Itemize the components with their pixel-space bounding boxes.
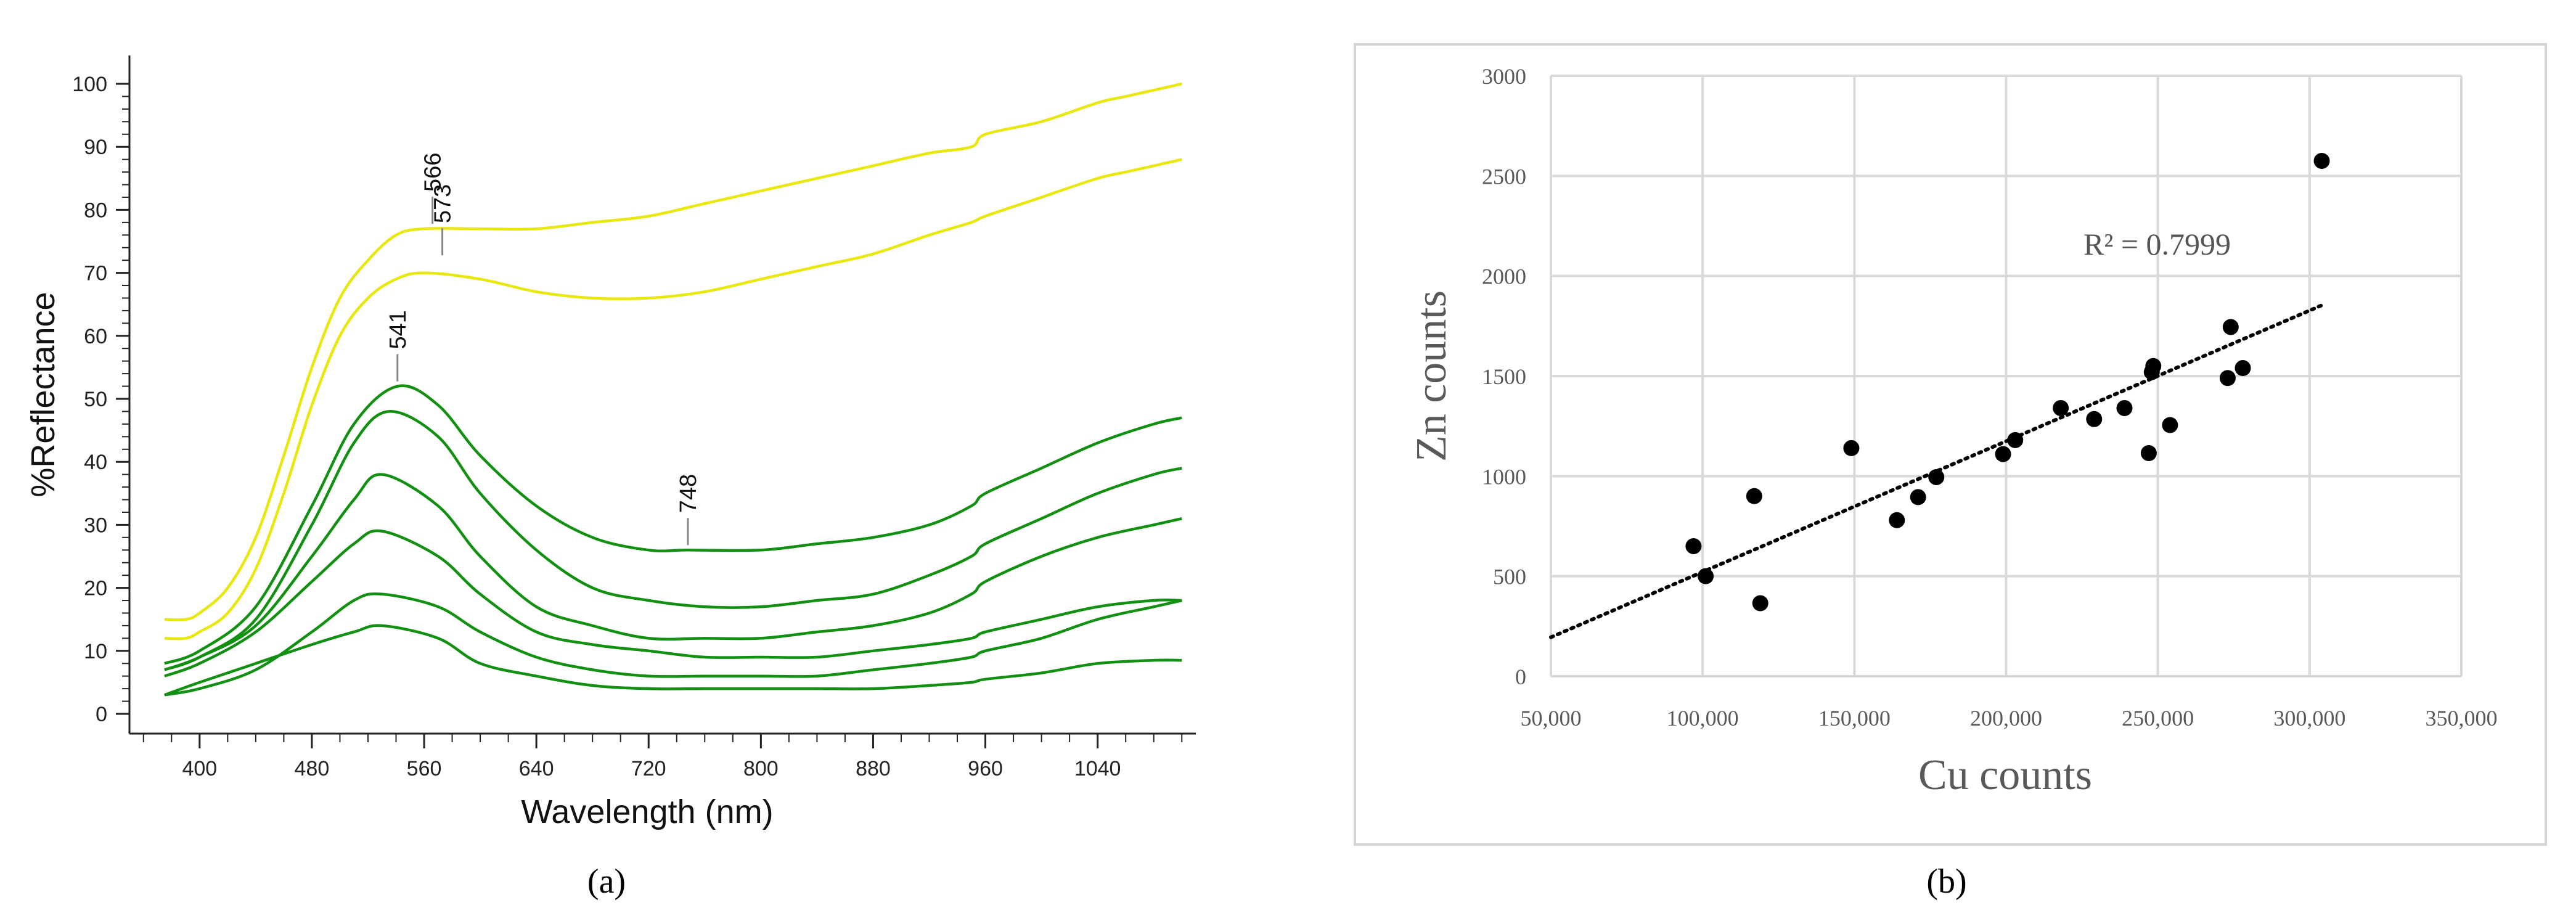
data-point	[1752, 595, 1768, 612]
r-squared-annotation: R² = 0.7999	[2083, 227, 2231, 261]
peak-annotation-label: 573	[430, 184, 456, 223]
panel-label-b: (b)	[1926, 862, 1966, 901]
data-point	[2053, 399, 2069, 416]
y-tick-label: 80	[84, 199, 107, 222]
reflectance-x-axis-label: Wavelength (nm)	[521, 793, 773, 830]
reflectance-series	[164, 82, 1182, 697]
y-tick-label: 0	[96, 703, 107, 726]
chart-frame	[1354, 43, 2547, 846]
y-tick-label: 0	[1515, 665, 1526, 689]
data-point	[2140, 444, 2157, 461]
data-point	[2116, 399, 2133, 416]
peak-annotation-label: 541	[385, 310, 411, 349]
data-point	[1995, 446, 2011, 462]
y-tick-label: 1500	[1482, 364, 1526, 389]
y-tick-label: 100	[72, 73, 107, 96]
x-tick-label: 400	[182, 757, 217, 780]
data-point	[1685, 538, 1702, 554]
x-tick-label: 960	[968, 757, 1003, 780]
x-tick-label: 50,000	[1521, 706, 1582, 731]
y-tick-label: 30	[84, 514, 107, 537]
reflectance-series-line	[164, 529, 1182, 677]
reflectance-series-line	[164, 410, 1182, 671]
data-point	[1843, 440, 1860, 456]
reflectance-series-line	[164, 592, 1182, 697]
scatter-x-axis-label: Cu counts	[1918, 751, 2092, 799]
reflectance-axes	[128, 55, 1196, 735]
data-point	[1910, 489, 1926, 506]
x-tick-label: 1040	[1074, 757, 1121, 780]
y-tick-label: 2500	[1482, 164, 1526, 189]
x-tick-label: 150,000	[1818, 706, 1891, 731]
reflectance-ticks: 400 480 560 640 720 800 880 960 1040 0 10 20 30 40 50 6…	[72, 73, 1183, 780]
scatter-ticks: 0 500 1000 1500 2000 2500 3000 50,000 100,000 150…	[1482, 64, 2498, 731]
reflectance-series-line	[164, 158, 1182, 641]
data-point	[2235, 360, 2251, 377]
x-tick-label: 350,000	[2426, 706, 2498, 731]
scatter-points	[1685, 152, 2330, 612]
reflectance-series-line	[164, 384, 1182, 665]
y-tick-label: 50	[84, 388, 107, 411]
data-point	[2145, 358, 2162, 374]
x-tick-label: 200,000	[1970, 706, 2042, 731]
reflectance-chart: 400 480 560 640 720 800 880 960 1040 0 10 20 30 40 50 6…	[25, 55, 1196, 830]
y-tick-label: 90	[84, 136, 107, 159]
data-point	[1889, 512, 1905, 528]
y-tick-label: 70	[84, 262, 107, 285]
data-point	[2162, 417, 2178, 433]
data-point	[2007, 432, 2024, 448]
data-point	[1928, 469, 1945, 485]
x-tick-label: 250,000	[2122, 706, 2194, 731]
y-tick-label: 1000	[1482, 464, 1526, 489]
reflectance-series-line	[164, 473, 1182, 671]
scatter-y-axis-label: Zn counts	[1408, 290, 1455, 462]
data-point	[2086, 411, 2103, 427]
peak-annotation-label: 748	[676, 474, 701, 513]
reflectance-series-line	[164, 82, 1182, 621]
y-tick-label: 500	[1493, 565, 1526, 589]
y-tick-label: 10	[84, 640, 107, 663]
x-tick-label: 100,000	[1667, 706, 1739, 731]
y-tick-label: 40	[84, 451, 107, 474]
x-tick-label: 480	[295, 757, 330, 780]
x-tick-label: 300,000	[2273, 706, 2345, 731]
panel-label-a: (a)	[587, 862, 626, 901]
data-point	[2219, 370, 2236, 387]
x-tick-label: 560	[407, 757, 442, 780]
y-tick-label: 20	[84, 577, 107, 600]
x-tick-label: 640	[519, 757, 554, 780]
cu-zn-scatter-chart: 0 500 1000 1500 2000 2500 3000 50,000 100,000 150…	[1354, 43, 2547, 846]
data-point	[1698, 568, 1714, 584]
reflectance-series-line	[164, 624, 1182, 697]
x-tick-label: 880	[856, 757, 891, 780]
x-tick-label: 800	[743, 757, 779, 780]
y-tick-label: 2000	[1482, 264, 1526, 289]
y-tick-label: 60	[84, 325, 107, 348]
x-tick-label: 720	[631, 757, 666, 780]
y-tick-label: 3000	[1482, 64, 1526, 89]
data-point	[1746, 488, 1762, 504]
data-point	[2313, 152, 2330, 169]
reflectance-y-axis-label: %Reflectance	[25, 292, 62, 497]
data-point	[2222, 319, 2239, 335]
peak-annotation-label: 566	[420, 153, 446, 192]
